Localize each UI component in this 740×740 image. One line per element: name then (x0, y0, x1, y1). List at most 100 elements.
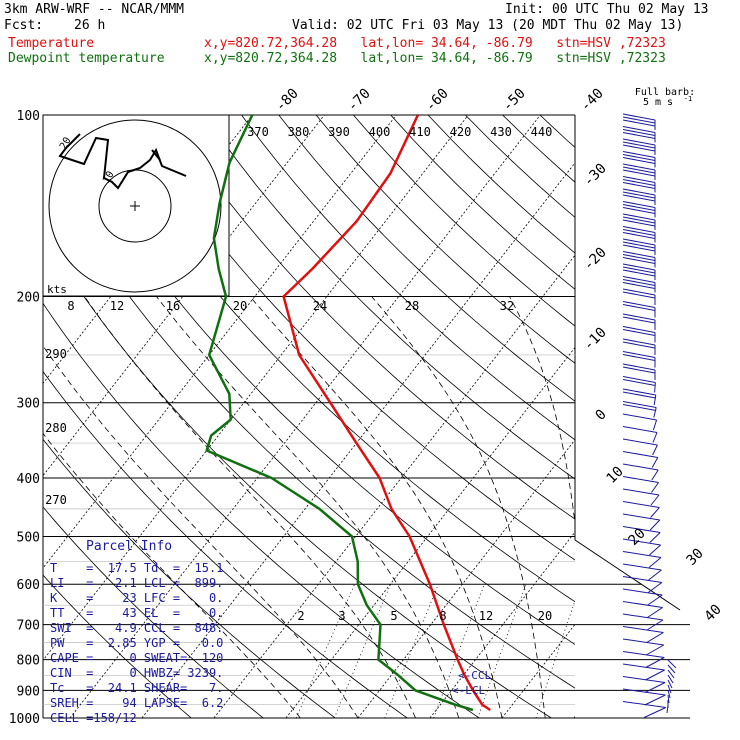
parcel-row: SREH = 94 LAPSE= 6.2 (50, 696, 224, 710)
dry-adiabat-340 (129, 115, 575, 561)
parcel-row: LI = 2.1 LCL = 899. (50, 576, 224, 590)
parcel-info-title: Parcel Info (86, 539, 173, 554)
wind-barb-low (667, 689, 671, 699)
ccl-marker: <-CCL (458, 669, 491, 682)
mixing-label-2: 2 (297, 609, 304, 623)
dry-adiabat-270 (43, 438, 336, 718)
dry-adiabat-440 (502, 115, 575, 183)
dewpoint-legend-label: Dewpoint temperature (8, 51, 165, 66)
speed-label-28: 28 (405, 299, 419, 313)
wind-barb (622, 388, 657, 406)
mixing-ratio-line-12 (477, 584, 527, 718)
wind-barb (622, 426, 658, 443)
mixing-ratio-line-3 (333, 584, 392, 718)
wind-barb (622, 238, 656, 255)
speed-label-24: 24 (313, 299, 327, 313)
wind-barb (622, 576, 663, 593)
mixing-label-3: 3 (338, 609, 345, 623)
speed-label-20: 20 (233, 299, 247, 313)
top-temp-label--50: -50 (500, 86, 529, 115)
wind-barb (622, 263, 656, 280)
wind-barb (622, 401, 657, 418)
lcl-marker: <-LCL (452, 684, 485, 697)
isotherm-20 (501, 623, 575, 718)
wind-barb-low (667, 664, 676, 674)
parcel-row: CAPE = 0 SWEAT= 120 (50, 651, 224, 665)
pressure-label-700: 700 (17, 619, 40, 634)
wind-barb (622, 476, 660, 493)
right-temp-label--30: -30 (581, 161, 610, 190)
barb-legend-label: Full barb: (635, 87, 695, 98)
wind-barb (622, 601, 663, 618)
theta-label-420: 420 (450, 125, 472, 139)
pressure-label-400: 400 (17, 472, 40, 487)
dry-adiabat-400 (353, 115, 575, 327)
right-temp-label-20: 20 (626, 526, 649, 549)
moist-adiabat-8 (84, 296, 416, 718)
dewpoint-location: x,y=820.72,364.28 lat,lon= 34.64, -86.79… (204, 51, 666, 66)
mixing-label-20: 20 (538, 609, 552, 623)
wind-barb (622, 226, 656, 243)
mixing-ratio-line-5 (384, 584, 439, 718)
wind-barb (622, 526, 661, 543)
dry-adiabat-310 (43, 163, 575, 689)
pressure-label-800: 800 (17, 654, 40, 669)
temperature-location: x,y=820.72,364.28 lat,lon= 34.64, -86.79… (204, 36, 666, 51)
wind-barb (622, 413, 658, 431)
wind-barb (622, 351, 656, 368)
parcel-row: CIN = 0 HWBZ= 3239. (50, 666, 224, 680)
speed-label-32: 32 (500, 299, 514, 313)
parcel-row: Tc = 24.1 SHEAR= 7. (50, 681, 224, 695)
wind-barb (622, 551, 662, 568)
dry-adiabat-370 (241, 115, 575, 441)
mixing-label-8: 8 (439, 609, 446, 623)
dry-adiabat-410 (390, 115, 575, 290)
wind-barb (622, 338, 656, 355)
wind-barb (622, 701, 667, 718)
wind-barb (622, 126, 656, 143)
wind-barb (622, 176, 656, 193)
wind-barb (622, 276, 656, 293)
right-temp-label-10: 10 (604, 464, 627, 487)
left-theta-label-280: 280 (45, 421, 67, 435)
right-temp-label-40: 40 (702, 602, 725, 625)
speed-label-8: 8 (67, 299, 74, 313)
wind-barb (622, 313, 656, 330)
wind-barb (622, 188, 656, 205)
wind-barb (622, 663, 665, 681)
forecast-label: Fcst: (4, 18, 44, 33)
dry-adiabat-450 (539, 115, 575, 148)
temperature-trace (282, 115, 491, 712)
theta-label-390: 390 (328, 125, 350, 139)
plot-right-slant (574, 539, 681, 611)
isotherm--40 (69, 115, 541, 718)
wind-barb (622, 688, 666, 706)
parcel-row: TT = 43 EL = 0. (50, 606, 224, 620)
wind-barb (622, 138, 656, 155)
wind-barb-low (667, 684, 672, 694)
wind-barb (622, 501, 660, 518)
wind-barb (622, 451, 659, 468)
isotherm--60 (43, 115, 397, 569)
right-temp-label-0: 0 (593, 407, 610, 424)
hodograph-ring-label-20: 20 (58, 136, 74, 152)
top-temp-label--70: -70 (345, 86, 374, 115)
dry-adiabat-350 (166, 115, 575, 520)
wind-barb-low (667, 679, 673, 689)
wind-barb (622, 463, 659, 481)
wind-barb (622, 201, 656, 218)
wind-barb-low (666, 704, 669, 714)
wind-barb (622, 538, 661, 556)
wind-barb-low (667, 694, 670, 704)
forecast-hour: 26 h (74, 18, 106, 33)
dry-adiabat-390 (315, 115, 575, 364)
dry-adiabat-250 (43, 574, 192, 718)
wind-barb (622, 251, 656, 268)
dry-adiabat-290 (43, 302, 480, 718)
wind-barb (622, 376, 656, 393)
wind-barb (622, 613, 664, 631)
top-temp-label--80: -80 (273, 86, 302, 115)
wind-barb-low (667, 674, 674, 684)
wind-barb-low (667, 669, 675, 679)
speed-label-12: 12 (110, 299, 124, 313)
